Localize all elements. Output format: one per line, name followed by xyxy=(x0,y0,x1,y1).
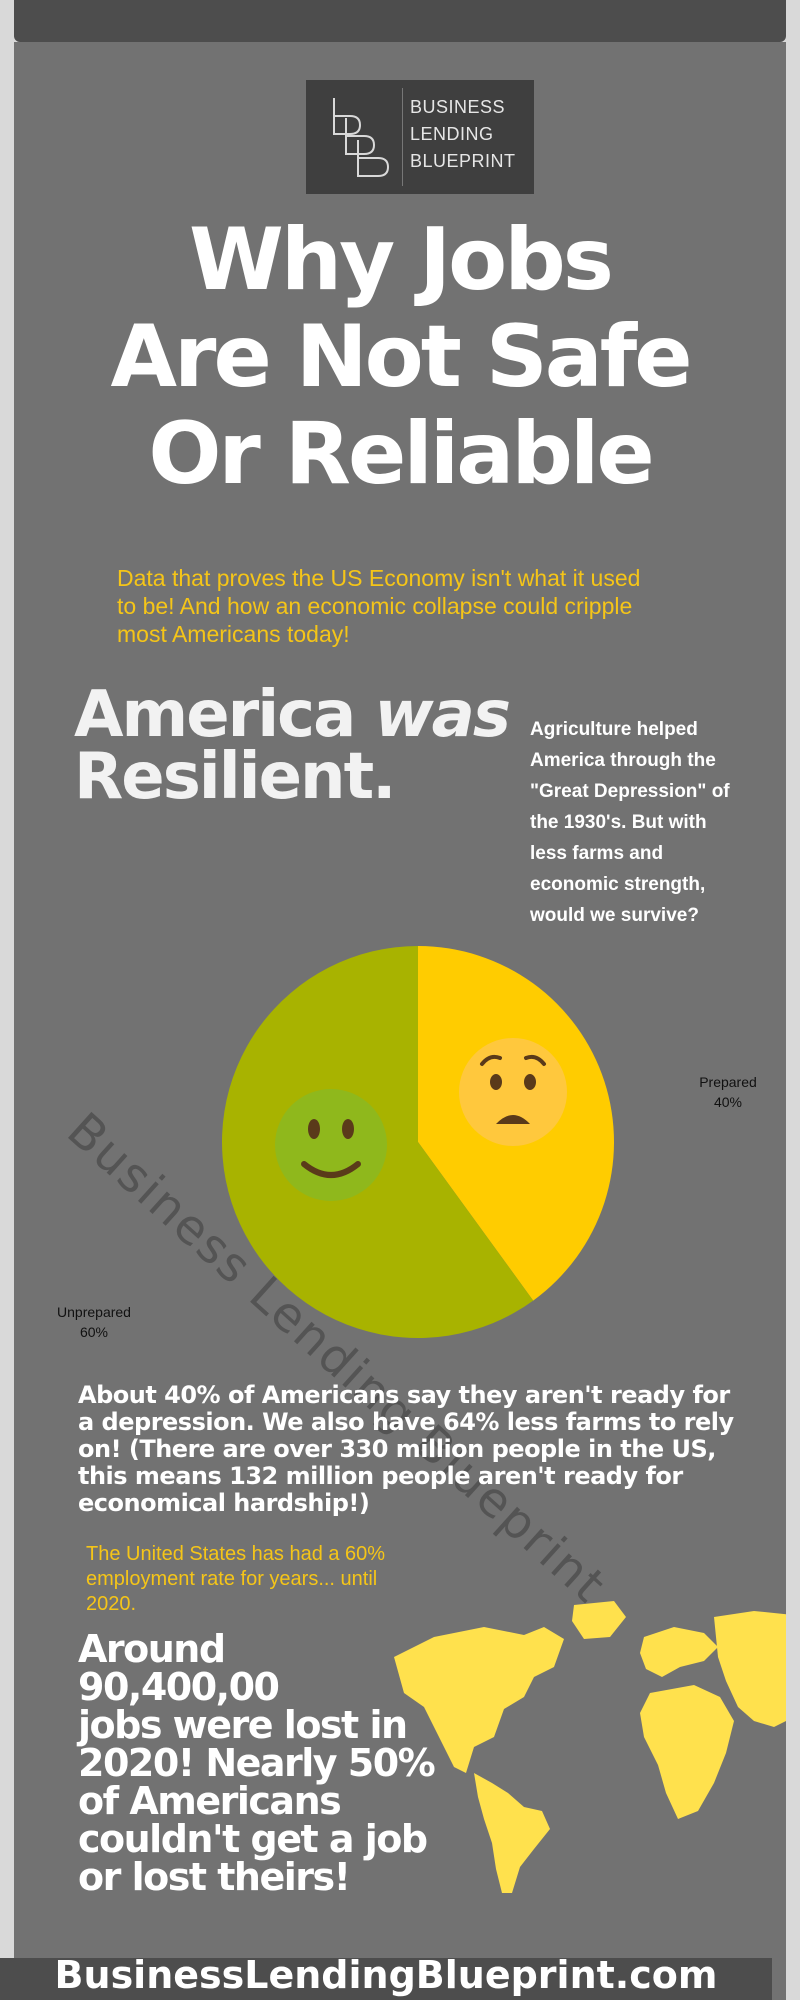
smiley-face-icon xyxy=(275,1089,387,1201)
paragraph-line: 90,400,00 xyxy=(78,1665,280,1709)
pie-chart-svg xyxy=(221,946,614,1338)
paragraph-line: economic strength, xyxy=(530,874,706,895)
paragraph-line: on! (There are over 330 million people i… xyxy=(78,1435,716,1463)
title-line: Or Reliable xyxy=(148,404,654,504)
pie-chart: Prepared 40% Unprepared 60% xyxy=(14,902,786,1362)
section-heading: America was Resilient. xyxy=(74,683,511,814)
jobs-lost-paragraph: Around 90,400,00 jobs were lost in 2020!… xyxy=(78,1630,478,1896)
paragraph-line: 2020. xyxy=(86,1593,137,1615)
paragraph-line: less farms and xyxy=(530,843,664,864)
subtitle-line: Data that proves the US Economy isn't wh… xyxy=(117,565,641,591)
logo-monogram-icon xyxy=(333,98,390,177)
heading-word: Resilient. xyxy=(74,740,396,814)
paragraph-line: 2020! Nearly 50% xyxy=(78,1741,436,1785)
subtitle: Data that proves the US Economy isn't wh… xyxy=(117,564,677,648)
slice-name: Unprepared xyxy=(57,1304,131,1320)
logo-line: BLUEPRINT xyxy=(410,151,516,171)
paragraph-line: "Great Depression" of xyxy=(530,781,730,802)
paragraph-line: About 40% of Americans say they aren't r… xyxy=(78,1381,730,1409)
slice-name: Prepared xyxy=(699,1074,757,1090)
depression-paragraph: About 40% of Americans say they aren't r… xyxy=(78,1382,738,1517)
logo-divider xyxy=(402,88,403,186)
employment-paragraph: The United States has had a 60% employme… xyxy=(86,1542,406,1617)
infographic-panel: BUSINESS LENDING BLUEPRINT Why Jobs Are … xyxy=(14,42,786,2000)
paragraph-line: The United States has had a 60% xyxy=(86,1543,386,1565)
paragraph-line: couldn't get a job xyxy=(78,1817,428,1861)
slice-value: 60% xyxy=(79,1324,109,1340)
pie-label-unprepared: Unprepared 60% xyxy=(44,1302,144,1342)
paragraph-line: employment rate for years... until xyxy=(86,1568,378,1590)
paragraph-line: Agriculture helped xyxy=(530,719,698,740)
top-bar xyxy=(14,0,786,42)
paragraph-line: of Americans xyxy=(78,1779,342,1823)
logo-wordmark: BUSINESS LENDING BLUEPRINT xyxy=(410,94,516,175)
title-line: Why Jobs xyxy=(189,210,614,310)
paragraph-line: economical hardship!) xyxy=(78,1489,370,1517)
subtitle-line: to be! And how an economic collapse coul… xyxy=(117,593,633,619)
heading-word: America xyxy=(74,678,356,752)
paragraph-line: Around xyxy=(78,1627,226,1671)
paragraph-line: or lost theirs! xyxy=(78,1855,351,1899)
paragraph-line: America through the xyxy=(530,750,716,771)
paragraph-line: jobs were lost in xyxy=(78,1703,408,1747)
heading-emphasis: was xyxy=(374,678,511,752)
subtitle-line: most Americans today! xyxy=(117,621,350,647)
footer-website-link[interactable]: BusinessLendingBlueprint.com xyxy=(54,1953,718,1997)
worried-face-icon xyxy=(459,1038,567,1146)
world-map-icon xyxy=(394,1601,786,1893)
page-title: Why Jobs Are Not Safe Or Reliable xyxy=(14,212,786,503)
pie-label-prepared: Prepared 40% xyxy=(688,1072,768,1112)
logo-line: BUSINESS xyxy=(410,97,506,117)
brand-logo: BUSINESS LENDING BLUEPRINT xyxy=(306,80,534,194)
paragraph-line: would we survive? xyxy=(530,905,699,926)
paragraph-line: this means 132 million people aren't rea… xyxy=(78,1462,683,1490)
agriculture-paragraph: Agriculture helped America through the "… xyxy=(530,714,770,931)
paragraph-line: a depression. We also have 64% less farm… xyxy=(78,1408,734,1436)
title-line: Are Not Safe xyxy=(110,307,692,407)
footer-bar xyxy=(0,1958,772,2000)
logo-line: LENDING xyxy=(410,124,494,144)
slice-value: 40% xyxy=(713,1094,743,1110)
paragraph-line: the 1930's. But with xyxy=(530,812,707,833)
